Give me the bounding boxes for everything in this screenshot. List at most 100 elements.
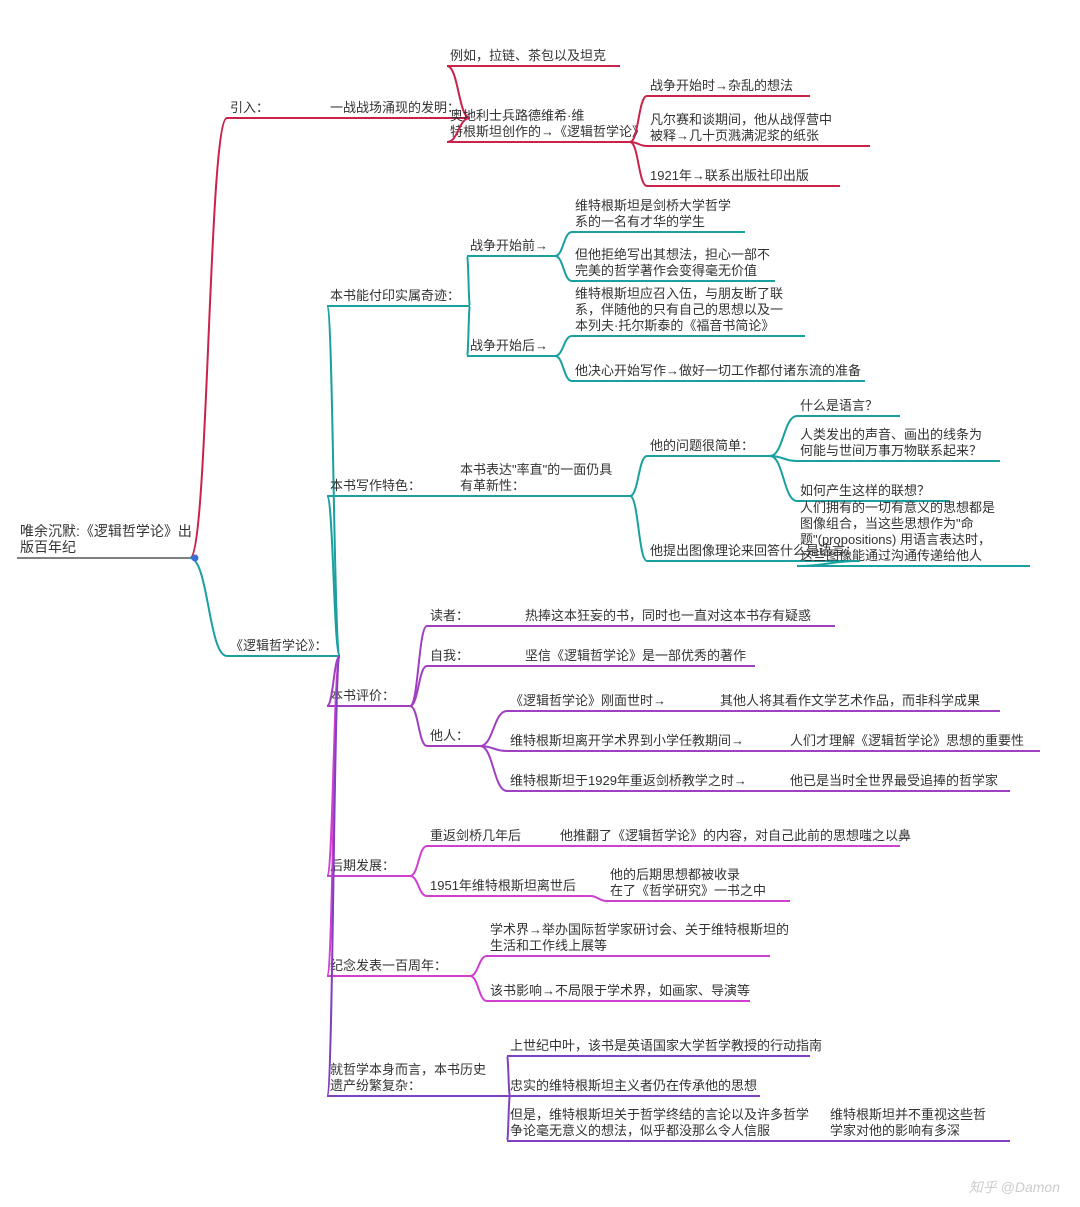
node-o1: 《逻辑哲学论》刚面世时→ bbox=[507, 693, 685, 711]
node-guide: 上世纪中叶，该书是英语国家大学哲学教授的行动指南 bbox=[507, 1038, 822, 1056]
node-text: 重返剑桥几年后 bbox=[430, 828, 521, 843]
node-qsimple: 他的问题很简单： bbox=[647, 438, 770, 456]
node-text: 题"(propositions) 用语言表达时， bbox=[800, 532, 991, 547]
node-text: 他的问题很简单： bbox=[650, 438, 754, 453]
node-after: 战争开始后→ bbox=[467, 338, 555, 356]
node-text: 人们才理解《逻辑哲学论》思想的重要性 bbox=[790, 733, 1024, 748]
node-text: 纪念发表一百周年： bbox=[330, 958, 447, 973]
node-before: 战争开始前→ bbox=[467, 238, 555, 256]
node-o3v: 他已是当时全世界最受追捧的哲学家 bbox=[787, 773, 1010, 791]
connector bbox=[410, 706, 427, 746]
node-text: 维特根斯坦离开学术界到小学任教期间→ bbox=[510, 733, 744, 748]
node-student: 维特根斯坦是剑桥大学哲学系的一名有才华的学生 bbox=[572, 198, 745, 232]
node-text: 维特根斯坦于1929年重返剑桥教学之时→ bbox=[510, 773, 747, 788]
connector bbox=[630, 142, 647, 186]
node-eval: 本书评价： bbox=[327, 688, 410, 706]
node-tract: 奥地利士兵路德维希·维特根斯坦创作的→《逻辑哲学论》 bbox=[447, 108, 645, 142]
connector bbox=[555, 232, 572, 256]
node-text: 忠实的维特根斯坦主义者仍在传承他的思想 bbox=[510, 1078, 757, 1093]
node-text: 战争开始后→ bbox=[470, 338, 548, 353]
node-pub1921: 1921年→联系出版社印出版 bbox=[647, 168, 840, 186]
node-text: 他决心开始写作→做好一切工作都付诸东流的准备 bbox=[575, 363, 861, 378]
connector bbox=[590, 896, 607, 901]
connector bbox=[410, 846, 427, 876]
node-but: 但是，维特根斯坦关于哲学终结的言论以及许多哲学争论毫无意义的想法，似乎都没那么令… bbox=[507, 1107, 810, 1141]
node-text: 他的后期思想都被收录 bbox=[610, 867, 740, 882]
mindmap-svg: 唯余沉默:《逻辑哲学论》出版百年纪引入：一战战场涌现的发明：例如，拉链、茶包以及… bbox=[0, 0, 1080, 1207]
node-text: 在了《哲学研究》一书之中 bbox=[610, 883, 766, 898]
node-legacy: 就哲学本身而言，本书历史遗产纷繁复杂： bbox=[327, 1062, 510, 1096]
node-butv: 维特根斯坦并不重视这些哲学家对他的影响有多深 bbox=[827, 1107, 1010, 1141]
node-o2v: 人们才理解《逻辑哲学论》思想的重要性 bbox=[787, 733, 1040, 751]
node-text: 该书影响→不局限于学术界，如画家、导演等 bbox=[490, 983, 750, 998]
node-text: 后期发展： bbox=[330, 858, 395, 873]
node-died: 1951年维特根斯坦离世后 bbox=[427, 878, 590, 896]
node-text: 但是，维特根斯坦关于哲学终结的言论以及许多哲学 bbox=[510, 1107, 809, 1122]
node-text: 维特根斯坦并不重视这些哲 bbox=[830, 1107, 986, 1122]
watermark: 知乎 @Damon bbox=[969, 1177, 1060, 1197]
node-chaos: 战争开始时→杂乱的想法 bbox=[647, 78, 810, 96]
node-text: 完美的哲学著作会变得毫无价值 bbox=[575, 263, 757, 278]
node-text: 生活和工作线上展等 bbox=[490, 938, 607, 953]
node-loyal: 忠实的维特根斯坦主义者仍在传承他的思想 bbox=[507, 1078, 760, 1096]
root-junction bbox=[192, 555, 199, 562]
node-text: 唯余沉默:《逻辑哲学论》出 bbox=[20, 523, 192, 539]
connector bbox=[467, 256, 470, 306]
node-text: 学术界→举办国际哲学家研讨会、关于维特根斯坦的 bbox=[490, 922, 789, 937]
node-text: 就哲学本身而言，本书历史 bbox=[330, 1062, 486, 1077]
connector bbox=[410, 876, 427, 896]
node-text: 特根斯坦创作的→《逻辑哲学论》 bbox=[450, 124, 645, 139]
node-acad: 学术界→举办国际哲学家研讨会、关于维特根斯坦的生活和工作线上展等 bbox=[487, 922, 789, 956]
connector bbox=[470, 956, 487, 976]
node-text: 本列夫·托尔斯泰的《福音书简论》 bbox=[575, 318, 774, 333]
connector bbox=[555, 336, 572, 356]
node-text: 有革新性： bbox=[460, 478, 525, 493]
node-text: 一战战场涌现的发明： bbox=[330, 100, 460, 115]
connector bbox=[410, 626, 427, 706]
node-text: 奥地利士兵路德维希·维 bbox=[450, 108, 584, 123]
node-text: 学家对他的影响有多深 bbox=[830, 1123, 960, 1138]
node-o3: 维特根斯坦于1929年重返剑桥教学之时→ bbox=[507, 773, 760, 791]
node-miracle: 本书能付印实属奇迹： bbox=[327, 288, 470, 306]
node-text: 引入： bbox=[230, 100, 269, 115]
node-text: 1951年维特根斯坦离世后 bbox=[430, 878, 576, 893]
node-text: 维特根斯坦应召入伍，与朋友断了联 bbox=[575, 286, 783, 301]
node-text: 图像组合，当这些思想作为"命 bbox=[800, 516, 974, 531]
node-versailles: 凡尔赛和谈期间，他从战俘营中被释→几十页溅满泥浆的纸张 bbox=[647, 112, 870, 146]
node-readerv: 热捧这本狂妄的书，同时也一直对这本书存有疑惑 bbox=[522, 608, 835, 626]
node-text: 《逻辑哲学论》刚面世时→ bbox=[510, 693, 666, 708]
node-text: 本书写作特色： bbox=[330, 478, 421, 493]
node-text: 他人： bbox=[430, 728, 469, 743]
node-text: 系，伴随他的只有自己的思想以及一 bbox=[575, 302, 783, 317]
node-diedv: 他的后期思想都被收录在了《哲学研究》一书之中 bbox=[607, 867, 790, 901]
node-selfv: 坚信《逻辑哲学论》是一部优秀的著作 bbox=[522, 648, 755, 666]
node-text: 本书表达"率直"的一面仍具 bbox=[460, 462, 612, 477]
node-text: 版百年纪 bbox=[20, 539, 76, 555]
node-text: 本书评价： bbox=[330, 688, 395, 703]
node-text: 如何产生这样的联想？ bbox=[800, 483, 930, 498]
node-whatlang: 什么是语言？ bbox=[797, 398, 900, 416]
node-o2: 维特根斯坦离开学术界到小学任教期间→ bbox=[507, 733, 760, 751]
connector bbox=[770, 456, 797, 501]
node-text: 遗产纷繁复杂： bbox=[330, 1078, 421, 1093]
node-text: 这些图像能通过沟通传递给他人 bbox=[800, 548, 982, 563]
node-self: 自我： bbox=[427, 648, 480, 666]
node-text: 本书能付印实属奇迹： bbox=[330, 288, 460, 303]
connector bbox=[630, 496, 647, 561]
node-prop: 人们拥有的一切有意义的思想都是图像组合，当这些思想作为"命题"(proposit… bbox=[797, 500, 1030, 566]
node-o1v: 其他人将其看作文学艺术作品，而非科学成果 bbox=[717, 693, 1000, 711]
node-text: 读者： bbox=[430, 608, 469, 623]
node-ww1inv: 一战战场涌现的发明： bbox=[327, 100, 470, 118]
connector bbox=[470, 976, 487, 1001]
node-text: 战争开始前→ bbox=[470, 238, 548, 253]
connector bbox=[555, 356, 572, 381]
node-sound: 人类发出的声音、画出的线条为何能与世间万事万物联系起来？ bbox=[797, 427, 1000, 461]
node-text: 他已是当时全世界最受追捧的哲学家 bbox=[790, 773, 998, 788]
node-text: 自我： bbox=[430, 648, 469, 663]
node-text: 上世纪中叶，该书是英语国家大学哲学教授的行动指南 bbox=[510, 1038, 822, 1053]
node-assoc: 如何产生这样的联想？ bbox=[797, 483, 950, 501]
node-text: 系的一名有才华的学生 bbox=[575, 214, 705, 229]
node-backv: 他推翻了《逻辑哲学论》的内容，对自己此前的思想嗤之以鼻 bbox=[557, 828, 911, 846]
node-text: 被释→几十页溅满泥浆的纸张 bbox=[650, 128, 819, 143]
node-text: 战争开始时→杂乱的想法 bbox=[650, 78, 793, 93]
